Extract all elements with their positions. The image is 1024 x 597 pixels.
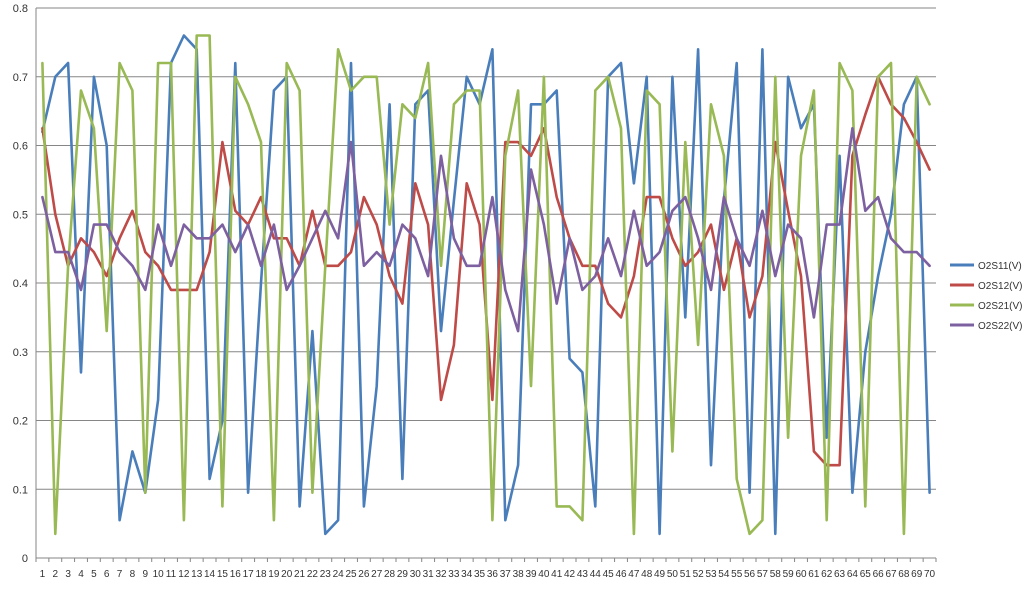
x-tick-label: 41 (551, 569, 563, 580)
series-lines (41, 34, 931, 536)
x-tick-label: 32 (435, 569, 447, 580)
x-tick-label: 34 (461, 569, 473, 580)
x-tick-label: 65 (860, 569, 872, 580)
x-tick-label: 35 (474, 569, 486, 580)
x-tick-label: 63 (834, 569, 846, 580)
x-tick-label: 3 (65, 569, 71, 580)
x-tick-label: 44 (590, 569, 602, 580)
y-tick-label: 0.8 (13, 3, 28, 15)
x-tick-label: 54 (718, 569, 730, 580)
legend-label-o2s21-v: O2S21(V) (978, 301, 1022, 312)
x-tick-label: 38 (513, 569, 525, 580)
x-tick-label: 51 (680, 569, 692, 580)
x-tick-label: 52 (693, 569, 705, 580)
legend: O2S11(V) O2S12(V) O2S21(V) O2S22(V) (950, 261, 1022, 332)
x-tick-label: 42 (564, 569, 576, 580)
x-tick-label: 29 (397, 569, 409, 580)
x-tick-label: 62 (821, 569, 833, 580)
series-line-o2s22-v (41, 127, 931, 333)
x-tick-label: 22 (307, 569, 319, 580)
y-tick-label: 0.6 (13, 141, 28, 153)
x-tick-label: 6 (104, 569, 110, 580)
y-tick-label: 0.4 (13, 278, 28, 290)
x-tick-label: 17 (243, 569, 255, 580)
x-tick-label: 69 (911, 569, 923, 580)
y-tick-label: 0 (22, 553, 28, 565)
x-tick-label: 39 (525, 569, 537, 580)
x-tick-label: 2 (53, 569, 59, 580)
x-tick-label: 4 (78, 569, 84, 580)
x-tick-label: 68 (898, 569, 910, 580)
legend-label-o2s12-v: O2S12(V) (978, 281, 1022, 292)
x-tick-label: 64 (847, 569, 859, 580)
x-tick-label: 13 (191, 569, 203, 580)
x-tick-label: 23 (320, 569, 332, 580)
x-tick-label: 70 (924, 569, 936, 580)
x-tick-label: 10 (153, 569, 165, 580)
x-tick-label: 1 (40, 569, 46, 580)
x-tick-label: 21 (294, 569, 306, 580)
x-tick-label: 18 (255, 569, 267, 580)
x-tick-label: 66 (873, 569, 885, 580)
x-tick-label: 56 (744, 569, 756, 580)
legend-label-o2s22-v: O2S22(V) (978, 321, 1022, 332)
y-tick-label: 0.5 (13, 209, 28, 221)
x-tick-label: 25 (345, 569, 357, 580)
x-tick-label: 59 (783, 569, 795, 580)
legend-label-o2s11-v: O2S11(V) (978, 261, 1022, 272)
y-tick-label: 0.7 (13, 72, 28, 84)
x-tick-label: 49 (654, 569, 666, 580)
x-tick-label: 30 (410, 569, 422, 580)
x-tick-label: 27 (371, 569, 383, 580)
y-tick-label: 0.3 (13, 347, 28, 359)
x-tick-label: 58 (770, 569, 782, 580)
x-tick-label: 7 (117, 569, 123, 580)
x-tick-label: 24 (333, 569, 345, 580)
x-tick-label: 53 (705, 569, 717, 580)
x-tick-label: 15 (217, 569, 229, 580)
x-tick-label: 43 (577, 569, 589, 580)
x-tick-label: 16 (230, 569, 242, 580)
x-tick-label: 11 (166, 569, 177, 580)
x-tick-label: 67 (885, 569, 897, 580)
axes: 00.10.20.30.40.50.60.70.81 2 3 4 5 6 7 8 9 10 11 12… (13, 3, 937, 580)
x-tick-label: 20 (281, 569, 293, 580)
x-tick-label: 40 (538, 569, 550, 580)
x-tick-label: 47 (628, 569, 640, 580)
x-tick-label: 57 (757, 569, 769, 580)
x-tick-label: 5 (91, 569, 97, 580)
x-tick-label: 33 (448, 569, 460, 580)
y-tick-label: 0.1 (13, 484, 28, 496)
x-tick-label: 19 (268, 569, 280, 580)
x-tick-label: 55 (731, 569, 743, 580)
x-tick-label: 12 (178, 569, 190, 580)
x-tick-label: 37 (500, 569, 512, 580)
x-tick-label: 8 (130, 569, 136, 580)
x-tick-label: 28 (384, 569, 396, 580)
y-tick-label: 0.2 (13, 416, 28, 428)
series-line-o2s21-v (41, 34, 931, 536)
x-tick-label: 9 (143, 569, 149, 580)
x-tick-label: 48 (641, 569, 653, 580)
x-tick-label: 45 (603, 569, 615, 580)
x-tick-label: 26 (358, 569, 370, 580)
x-tick-label: 60 (795, 569, 807, 580)
x-tick-label: 31 (423, 569, 435, 580)
x-tick-label: 36 (487, 569, 499, 580)
x-tick-label: 50 (667, 569, 679, 580)
series-line-o2s11-v (41, 34, 931, 536)
x-tick-label: 14 (204, 569, 216, 580)
x-tick-label: 61 (808, 569, 820, 580)
x-tick-label: 46 (615, 569, 627, 580)
